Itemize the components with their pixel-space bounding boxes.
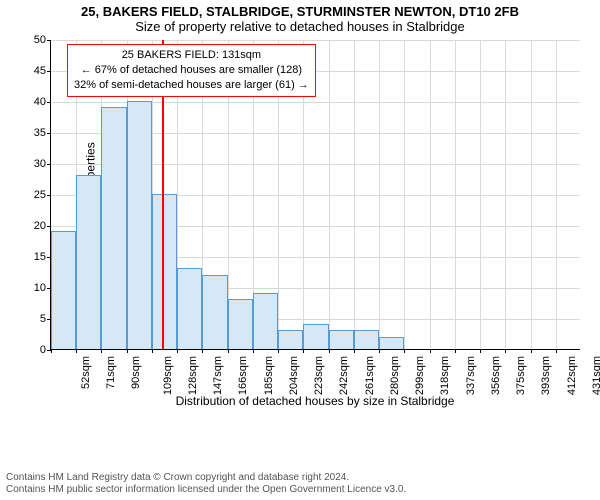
x-tick-label: 223sqm xyxy=(313,356,325,395)
histogram-bar xyxy=(76,175,101,349)
y-tick xyxy=(47,71,51,72)
y-tick-label: 45 xyxy=(34,65,46,77)
x-tick-label: 375sqm xyxy=(515,356,527,395)
plot-area: 0510152025303540455052sqm71sqm90sqm109sq… xyxy=(50,40,580,350)
x-tick-label: 280sqm xyxy=(389,356,401,395)
gridline-v xyxy=(531,40,532,349)
x-tick-label: 128sqm xyxy=(187,356,199,395)
y-tick-label: 25 xyxy=(34,189,46,201)
histogram-bar xyxy=(329,330,354,349)
gridline-v xyxy=(404,40,405,349)
x-tick xyxy=(101,349,102,353)
x-tick xyxy=(51,349,52,353)
x-tick-label: 337sqm xyxy=(465,356,477,395)
histogram-bar xyxy=(202,275,227,349)
y-tick-label: 30 xyxy=(34,158,46,170)
x-tick-label: 52sqm xyxy=(80,356,92,389)
x-tick xyxy=(455,349,456,353)
gridline-v xyxy=(556,40,557,349)
y-tick-label: 35 xyxy=(34,127,46,139)
histogram-bar xyxy=(379,337,404,349)
x-tick xyxy=(430,349,431,353)
y-tick-label: 15 xyxy=(34,251,46,263)
x-tick xyxy=(228,349,229,353)
y-tick-label: 40 xyxy=(34,96,46,108)
x-tick xyxy=(505,349,506,353)
y-tick xyxy=(47,40,51,41)
y-tick xyxy=(47,164,51,165)
annotation-box: 25 BAKERS FIELD: 131sqm← 67% of detached… xyxy=(67,44,316,97)
gridline-v xyxy=(480,40,481,349)
y-tick xyxy=(47,102,51,103)
x-axis-label: Distribution of detached houses by size … xyxy=(50,394,580,408)
y-tick-label: 0 xyxy=(40,344,46,356)
x-tick xyxy=(76,349,77,353)
annotation-line: 25 BAKERS FIELD: 131sqm xyxy=(74,48,309,63)
y-tick-label: 20 xyxy=(34,220,46,232)
y-tick xyxy=(47,226,51,227)
histogram-bar xyxy=(253,293,278,349)
address-title: 25, BAKERS FIELD, STALBRIDGE, STURMINSTE… xyxy=(0,0,600,19)
x-tick xyxy=(177,349,178,353)
x-tick xyxy=(404,349,405,353)
x-tick xyxy=(329,349,330,353)
x-tick-label: 204sqm xyxy=(288,356,300,395)
x-tick xyxy=(480,349,481,353)
histogram-bar xyxy=(51,231,76,349)
x-tick xyxy=(202,349,203,353)
y-tick-label: 5 xyxy=(40,313,46,325)
x-tick xyxy=(127,349,128,353)
y-tick-label: 10 xyxy=(34,282,46,294)
histogram-bar xyxy=(354,330,379,349)
x-tick xyxy=(379,349,380,353)
x-tick xyxy=(556,349,557,353)
gridline-v xyxy=(455,40,456,349)
gridline-v xyxy=(354,40,355,349)
y-tick-label: 50 xyxy=(34,34,46,46)
histogram-bar xyxy=(278,330,303,349)
histogram-bar xyxy=(101,107,126,349)
x-tick xyxy=(152,349,153,353)
histogram-bar xyxy=(152,194,177,349)
x-tick xyxy=(531,349,532,353)
x-tick-label: 299sqm xyxy=(414,356,426,395)
x-tick-label: 90sqm xyxy=(131,356,143,389)
x-tick-label: 109sqm xyxy=(162,356,174,395)
x-tick-label: 393sqm xyxy=(540,356,552,395)
gridline-v xyxy=(379,40,380,349)
histogram-bar xyxy=(303,324,328,349)
chart-container: Number of detached properties 0510152025… xyxy=(50,40,580,410)
annotation-line: 32% of semi-detached houses are larger (… xyxy=(74,78,309,93)
x-tick-label: 356sqm xyxy=(490,356,502,395)
footer-attribution: Contains HM Land Registry data © Crown c… xyxy=(6,472,406,496)
y-tick xyxy=(47,133,51,134)
gridline-v xyxy=(430,40,431,349)
x-tick-label: 166sqm xyxy=(238,356,250,395)
x-tick-label: 412sqm xyxy=(566,356,578,395)
y-tick xyxy=(47,195,51,196)
gridline-v xyxy=(329,40,330,349)
histogram-bar xyxy=(228,299,253,349)
annotation-line: ← 67% of detached houses are smaller (12… xyxy=(74,63,309,78)
footer-line: Contains HM public sector information li… xyxy=(6,484,406,496)
x-tick xyxy=(253,349,254,353)
gridline-v xyxy=(505,40,506,349)
x-tick-label: 185sqm xyxy=(263,356,275,395)
histogram-bar xyxy=(127,101,152,349)
x-tick-label: 431sqm xyxy=(591,356,600,395)
gridline-h xyxy=(51,40,580,41)
subtitle: Size of property relative to detached ho… xyxy=(0,19,600,36)
x-tick-label: 71sqm xyxy=(105,356,117,389)
x-tick-label: 147sqm xyxy=(212,356,224,395)
x-tick-label: 242sqm xyxy=(339,356,351,395)
histogram-bar xyxy=(177,268,202,349)
x-tick-label: 261sqm xyxy=(364,356,376,395)
footer-line: Contains HM Land Registry data © Crown c… xyxy=(6,472,406,484)
x-tick xyxy=(278,349,279,353)
x-tick xyxy=(303,349,304,353)
x-tick xyxy=(354,349,355,353)
x-tick-label: 318sqm xyxy=(439,356,451,395)
